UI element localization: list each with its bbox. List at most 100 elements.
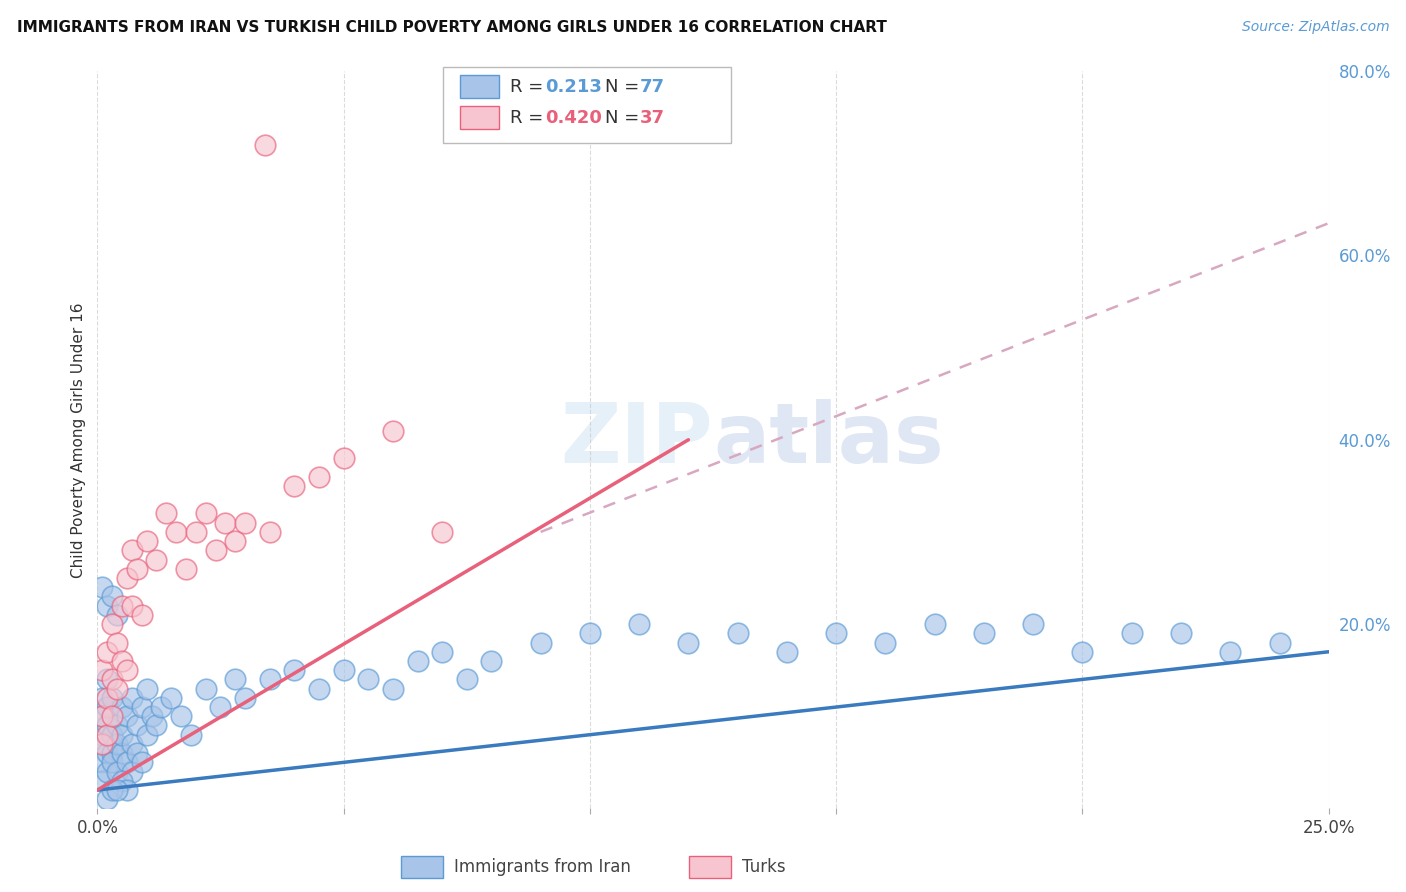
Point (125, 718, 148, 732)
Point (111, 773, 134, 788)
Point (105, 737, 128, 751)
Point (101, 673, 124, 687)
Point (96, 599, 118, 613)
Point (91, 773, 114, 788)
Point (283, 663, 305, 677)
Point (776, 645, 799, 659)
Point (121, 737, 143, 751)
Point (91, 756, 114, 770)
Text: R =: R = (510, 109, 550, 127)
Point (357, 673, 380, 687)
Text: Immigrants from Iran: Immigrants from Iran (454, 858, 631, 876)
Point (141, 709, 163, 723)
Point (253, 137, 276, 152)
Text: 0.213: 0.213 (546, 78, 602, 95)
Point (430, 524, 453, 539)
Point (96, 645, 118, 659)
Text: 77: 77 (640, 78, 665, 95)
Point (101, 746, 124, 760)
Point (131, 700, 153, 714)
Point (973, 626, 995, 640)
Point (131, 756, 153, 770)
Point (91, 709, 114, 723)
Point (105, 718, 128, 732)
Point (111, 746, 134, 760)
Point (283, 479, 305, 493)
Point (96, 746, 118, 760)
Point (233, 690, 256, 705)
Point (194, 681, 217, 696)
Point (96, 690, 118, 705)
Point (101, 709, 124, 723)
Point (105, 783, 128, 797)
Point (150, 700, 173, 714)
Point (209, 700, 232, 714)
Point (91, 737, 114, 751)
Point (194, 507, 217, 521)
Text: 0.420: 0.420 (546, 109, 602, 127)
Point (259, 673, 281, 687)
Point (135, 681, 157, 696)
Point (381, 424, 404, 438)
Point (160, 690, 183, 705)
Point (96, 764, 118, 779)
Point (135, 728, 157, 742)
Point (145, 718, 167, 732)
Point (1268, 635, 1291, 649)
Point (115, 783, 138, 797)
Point (332, 663, 354, 677)
Point (530, 635, 553, 649)
Point (924, 617, 946, 632)
Point (174, 562, 197, 576)
Text: ZIP: ZIP (561, 400, 713, 480)
Text: atlas: atlas (713, 400, 943, 480)
Point (101, 728, 124, 742)
Point (131, 607, 153, 622)
Point (96, 792, 118, 806)
Point (430, 645, 453, 659)
Point (105, 681, 128, 696)
Point (125, 746, 148, 760)
Point (184, 524, 207, 539)
Point (115, 663, 138, 677)
Text: Source: ZipAtlas.com: Source: ZipAtlas.com (1241, 20, 1389, 34)
Point (1121, 626, 1143, 640)
Point (111, 728, 134, 742)
Point (170, 709, 193, 723)
Text: Turks: Turks (742, 858, 786, 876)
Text: 37: 37 (640, 109, 665, 127)
Point (105, 607, 128, 622)
Point (233, 516, 256, 530)
Point (1170, 626, 1192, 640)
Point (1022, 617, 1045, 632)
Text: N =: N = (605, 78, 644, 95)
Point (115, 709, 138, 723)
Point (406, 654, 429, 668)
Point (96, 673, 118, 687)
Point (91, 737, 114, 751)
Point (125, 562, 148, 576)
Point (91, 690, 114, 705)
Point (101, 690, 124, 705)
Point (727, 626, 749, 640)
Point (224, 673, 246, 687)
Point (96, 700, 118, 714)
Point (91, 709, 114, 723)
Point (121, 599, 143, 613)
Point (180, 728, 202, 742)
Point (91, 728, 114, 742)
Point (135, 534, 157, 549)
Point (1071, 645, 1094, 659)
Point (332, 451, 354, 466)
Point (91, 580, 114, 594)
Point (875, 635, 897, 649)
Point (111, 599, 134, 613)
Point (1219, 645, 1241, 659)
Point (678, 635, 700, 649)
Point (155, 507, 177, 521)
Point (96, 718, 118, 732)
Point (101, 617, 124, 632)
Point (145, 552, 167, 566)
Point (111, 700, 134, 714)
Point (121, 690, 143, 705)
